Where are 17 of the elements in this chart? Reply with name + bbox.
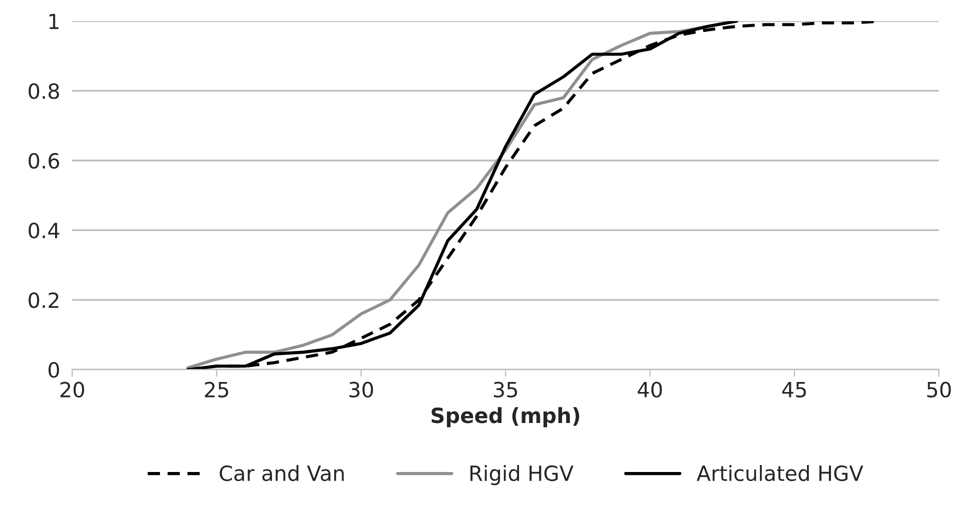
x-tick-label: 20 <box>60 382 84 398</box>
y-tick-label: 0.4 <box>28 222 60 238</box>
y-tick-label: 0.8 <box>28 83 59 100</box>
y-tick-label: 0.6 <box>28 152 60 169</box>
y-tick-label: 0.2 <box>28 292 58 308</box>
y-tick-label: 0 <box>48 362 60 378</box>
legend-label: Rigid HGV <box>470 465 574 486</box>
y-tick-label: 1 <box>49 14 58 30</box>
x-tick-label: 50 <box>927 382 951 398</box>
x-tick-label: 30 <box>349 382 373 398</box>
x-tick-label: 35 <box>494 382 518 398</box>
legend-label: Car and Van <box>220 465 344 482</box>
legend-label: Articulated HGV <box>696 465 864 482</box>
x-tick-label: 45 <box>782 382 806 398</box>
x-tick-label: 25 <box>204 382 228 398</box>
x-axis-title: Speed (mph) <box>432 407 580 428</box>
x-tick-label: 40 <box>638 382 662 398</box>
